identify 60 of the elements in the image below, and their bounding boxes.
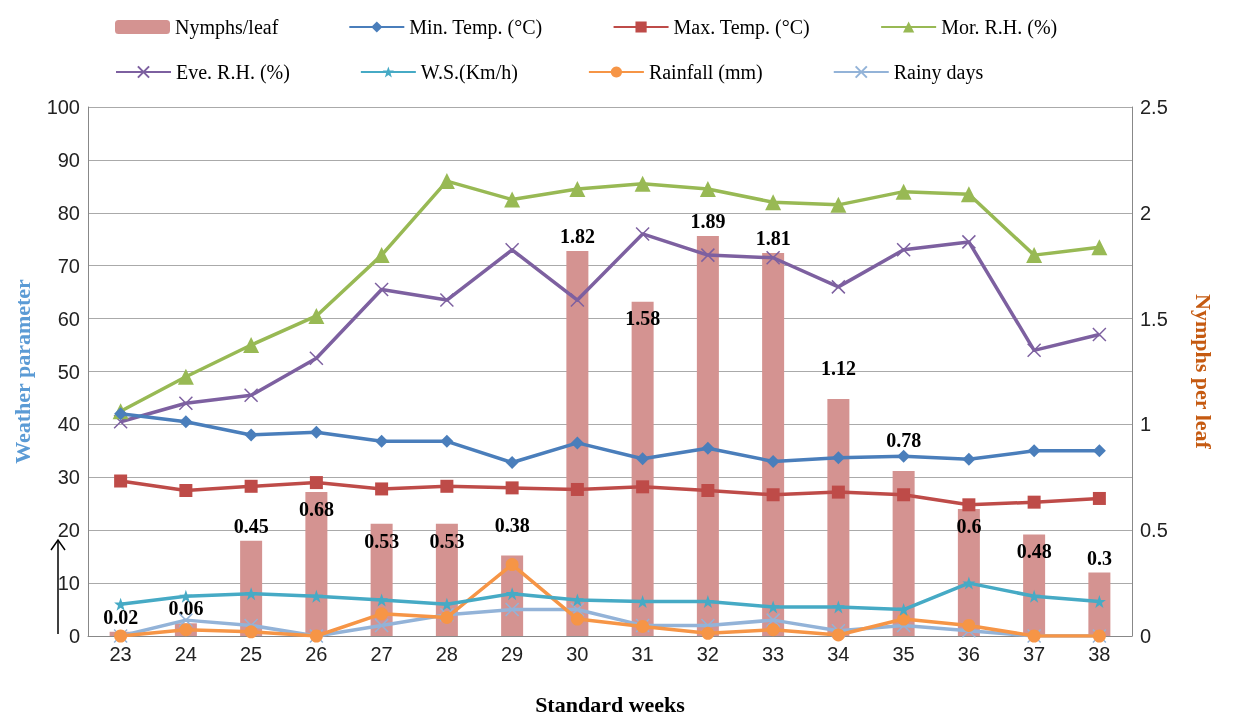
y-tick-label: 100	[46, 96, 80, 118]
data-label: 1.58	[625, 307, 661, 330]
x-tick-label: 26	[305, 643, 328, 665]
data-label: 0.45	[233, 514, 269, 537]
y-tick-label: 50	[57, 360, 80, 383]
y2-tick-label: 0	[1140, 625, 1152, 647]
legend-label: W.S.(Km/h)	[420, 61, 518, 84]
y2-tick-label: 1.5	[1140, 307, 1168, 330]
x-tick-label: 35	[892, 643, 915, 665]
y2-tick-label: 2.5	[1140, 96, 1168, 118]
y-tick-label: 60	[57, 307, 80, 330]
y-tick-label: 30	[57, 466, 80, 489]
data-label: 0.48	[1016, 540, 1052, 563]
x-tick-label: 28	[435, 643, 458, 665]
x-tick-label: 23	[109, 643, 132, 665]
x-tick-label: 24	[174, 643, 197, 665]
data-label: 0.6	[956, 514, 982, 537]
legend-label: Max. Temp. (°C)	[673, 16, 810, 39]
y2-tick-label: 2	[1140, 201, 1152, 224]
x-tick-label: 29	[501, 643, 524, 665]
data-label: 0.3	[1086, 546, 1112, 569]
y-tick-label: 80	[57, 201, 80, 224]
y-tick-label: 40	[57, 413, 80, 436]
x-tick-label: 27	[370, 643, 393, 665]
y-tick-label: 70	[57, 254, 80, 277]
legend-label: Rainfall (mm)	[648, 61, 763, 84]
y-tick-label: 20	[57, 519, 80, 542]
data-label: 0.06	[168, 597, 204, 620]
x-tick-label: 32	[696, 643, 719, 665]
data-label: 0.53	[364, 529, 400, 552]
data-label: 0.02	[103, 605, 139, 628]
data-label: 1.82	[559, 224, 595, 247]
data-label: 1.89	[690, 210, 726, 233]
y2-axis-title: Nymphs per leaf	[1190, 294, 1216, 450]
y-tick-label: 10	[57, 572, 80, 595]
data-label: 1.81	[755, 227, 791, 249]
data-label: 0.38	[494, 513, 530, 536]
x-tick-label: 31	[631, 643, 654, 665]
y-tick-label: 0	[68, 625, 80, 647]
x-tick-label: 37	[1023, 643, 1046, 665]
y-axis-title: Weather parameter	[9, 278, 35, 464]
x-tick-label: 38	[1088, 643, 1111, 665]
legend-label: Nymphs/leaf	[175, 16, 279, 39]
x-tick-label: 30	[566, 643, 589, 665]
data-label: 0.68	[298, 497, 334, 520]
legend-label: Min. Temp. (°C)	[409, 16, 543, 39]
y-tick-label: 90	[57, 148, 80, 171]
x-tick-label: 33	[762, 643, 785, 665]
data-label: 0.53	[429, 529, 465, 552]
y2-tick-label: 0.5	[1140, 519, 1168, 542]
legend-label: Eve. R.H. (%)	[176, 61, 290, 84]
legend-label: Mor. R.H. (%)	[941, 16, 1058, 39]
x-tick-label: 25	[240, 643, 263, 665]
x-axis-title: Standard weeks	[535, 691, 686, 717]
x-tick-label: 36	[957, 643, 980, 665]
y2-tick-label: 1	[1140, 413, 1152, 436]
legend-label: Rainy days	[893, 61, 984, 84]
x-tick-label: 34	[827, 643, 850, 665]
data-label: 1.12	[820, 357, 856, 380]
data-label: 0.78	[886, 429, 922, 452]
